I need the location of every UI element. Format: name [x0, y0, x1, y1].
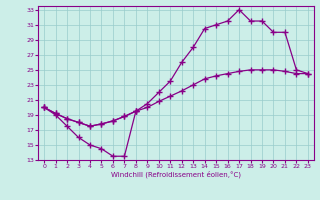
- X-axis label: Windchill (Refroidissement éolien,°C): Windchill (Refroidissement éolien,°C): [111, 171, 241, 178]
